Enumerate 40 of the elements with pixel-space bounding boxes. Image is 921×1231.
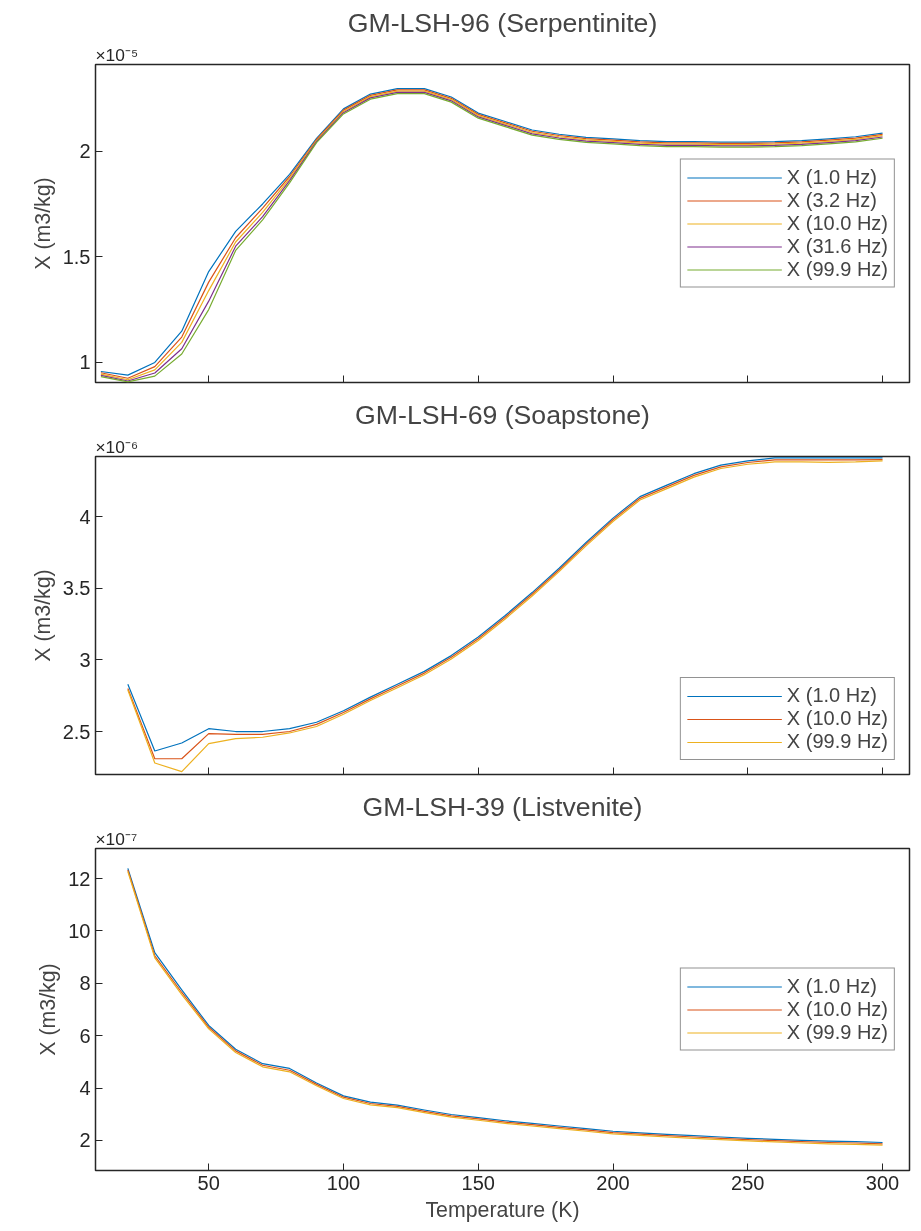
x-tick-label: 250 <box>731 1171 765 1194</box>
y-tick-label: 4 <box>79 505 91 528</box>
y-tick-label: 4 <box>79 1077 91 1100</box>
y-tick-label: 3 <box>79 648 91 671</box>
legend-label: X (1.0 Hz) <box>786 165 877 189</box>
legend-label: X (1.0 Hz) <box>786 974 877 998</box>
y-tick-label: 2 <box>79 1129 91 1152</box>
legend-label: X (10.0 Hz) <box>786 997 888 1021</box>
legend-label: X (99.9 Hz) <box>786 1020 888 1044</box>
legend-label: X (99.9 Hz) <box>786 257 888 281</box>
x-tick-label: 100 <box>326 1171 361 1194</box>
chart-title: GM-LSH-96 (Serpentinite) <box>347 7 658 38</box>
annotation: ×10⁻⁷ <box>95 828 138 849</box>
y-tick-label: 8 <box>79 972 91 995</box>
legend-label: X (10.0 Hz) <box>786 707 888 730</box>
legend-label: X (3.2 Hz) <box>786 188 877 212</box>
y-axis-title: X (m3/kg) <box>36 963 61 1056</box>
y-axis-title: X (m3/kg) <box>30 569 55 662</box>
y-tick-label: 6 <box>79 1024 91 1047</box>
text: ×10⁻⁵ <box>95 44 139 65</box>
y-tick-label: 2.5 <box>62 720 91 743</box>
legend-label: X (31.6 Hz) <box>786 234 888 258</box>
y-tick-label: 12 <box>68 867 91 890</box>
x-tick-label: 150 <box>461 1171 495 1194</box>
y-tick-label: 3.5 <box>62 577 91 600</box>
chart-title: GM-LSH-39 (Listvenite) <box>362 791 643 822</box>
y-axis-title: X (m3/kg) <box>30 177 55 270</box>
y-tick-label: 2 <box>79 140 91 163</box>
legend-label: X (1.0 Hz) <box>786 684 877 707</box>
legend-label: X (10.0 Hz) <box>786 211 888 235</box>
y-tick-label: 1 <box>79 351 91 374</box>
legend-label: X (99.9 Hz) <box>786 730 888 753</box>
x-tick-label: 300 <box>865 1171 900 1194</box>
chart-title: GM-LSH-69 (Soapstone) <box>355 399 650 430</box>
annotation: ×10⁻⁶ <box>95 436 139 457</box>
x-axis-title: Temperature (K) <box>425 1197 580 1222</box>
x-tick-label: 50 <box>197 1171 220 1194</box>
x-tick-label: 200 <box>596 1171 630 1194</box>
y-tick-label: 10 <box>68 919 91 942</box>
y-tick-label: 1.5 <box>62 245 91 268</box>
